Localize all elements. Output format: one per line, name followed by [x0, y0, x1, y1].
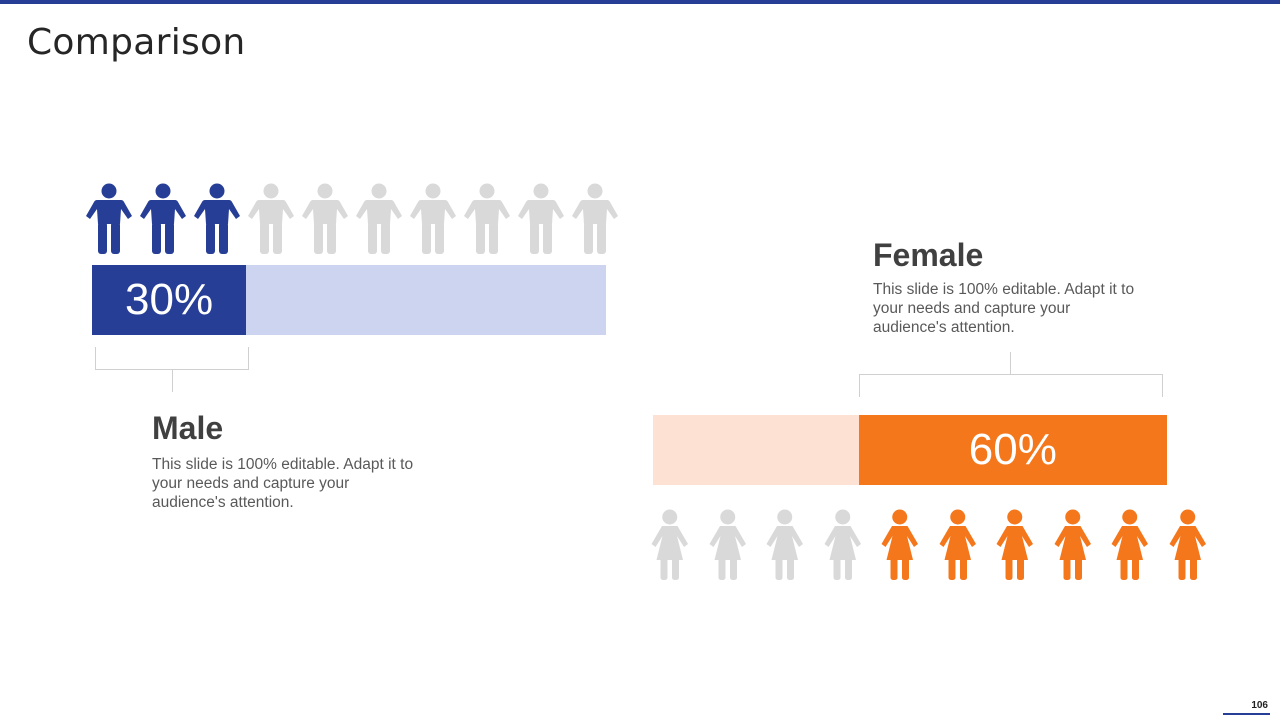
male-description: This slide is 100% editable. Adapt it to…	[152, 456, 414, 511]
female-bracket	[859, 374, 1163, 397]
female-person-icon	[766, 509, 803, 580]
male-remaining-track	[246, 265, 606, 335]
female-person-icon	[824, 509, 861, 580]
female-bracket-stem	[1010, 352, 1011, 374]
female-person-icon	[709, 509, 746, 580]
page-title: Comparison	[27, 22, 246, 63]
female-person-icon	[1111, 509, 1148, 580]
female-remaining-track	[653, 415, 859, 485]
male-person-icon	[410, 183, 456, 254]
male-person-icon	[248, 183, 294, 254]
top-accent-bar	[0, 0, 1280, 4]
female-percent-label: 60%	[968, 425, 1057, 474]
male-person-icon	[194, 183, 240, 254]
male-person-icon	[140, 183, 186, 254]
female-person-icon	[651, 509, 688, 580]
female-person-icon	[996, 509, 1033, 580]
male-heading: Male	[152, 410, 224, 446]
female-icon-row	[641, 508, 1216, 580]
male-percent-label: 30%	[125, 275, 214, 324]
female-percent-fill: 60%	[858, 415, 1167, 485]
female-person-icon	[881, 509, 918, 580]
male-person-icon	[518, 183, 564, 254]
male-person-icon	[572, 183, 618, 254]
male-person-icon	[356, 183, 402, 254]
male-person-icon	[86, 183, 132, 254]
female-heading: Female	[873, 237, 984, 273]
male-bracket	[95, 347, 249, 370]
male-percent-fill: 30%	[92, 265, 247, 335]
female-progress-bar: 60%	[653, 415, 1167, 485]
female-description: This slide is 100% editable. Adapt it to…	[873, 281, 1135, 336]
male-icon-row	[82, 182, 622, 254]
female-person-icon	[939, 509, 976, 580]
male-bracket-stem	[172, 370, 173, 392]
page-number: 106	[1223, 700, 1270, 715]
male-progress-bar: 30%	[92, 265, 606, 335]
male-person-icon	[302, 183, 348, 254]
male-person-icon	[464, 183, 510, 254]
female-person-icon	[1169, 509, 1206, 580]
female-person-icon	[1054, 509, 1091, 580]
